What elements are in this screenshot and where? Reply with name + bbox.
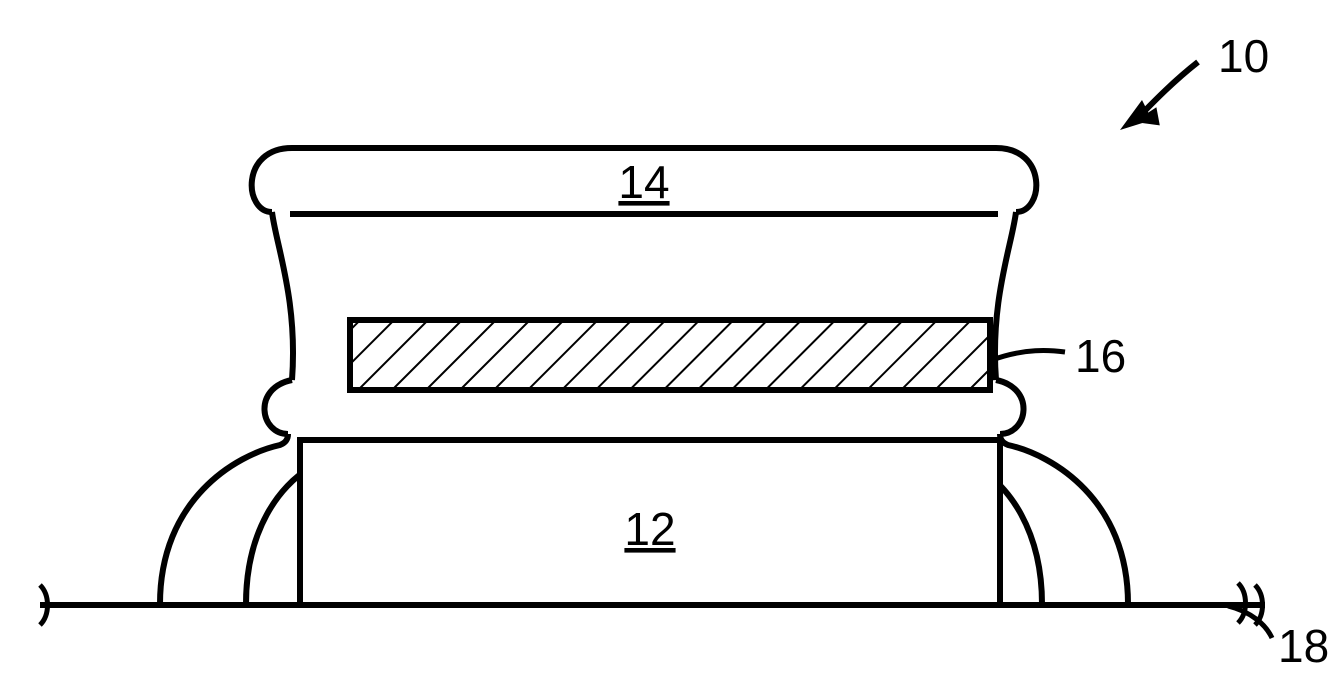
svg-text:10: 10 <box>1218 30 1269 82</box>
leader-10: 10 <box>1120 30 1269 134</box>
label-14: 14 <box>618 156 669 208</box>
leader-16: 16 <box>992 330 1126 382</box>
svg-text:16: 16 <box>1075 330 1126 382</box>
hatched-bar <box>350 320 990 390</box>
label-12: 12 <box>624 503 675 555</box>
svg-text:18: 18 <box>1278 620 1329 672</box>
figure-root: 14 12 10 16 18 <box>0 0 1333 685</box>
